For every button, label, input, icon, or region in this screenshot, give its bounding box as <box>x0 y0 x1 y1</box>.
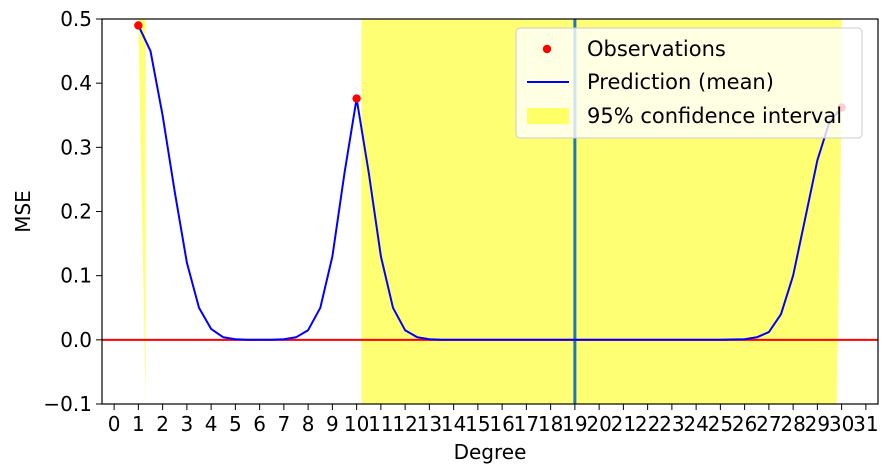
x-tick-label: 0 <box>108 412 121 436</box>
legend-label-observations: Observations <box>587 37 726 61</box>
y-tick-label: 0.2 <box>60 200 92 224</box>
y-axis-ticks: −0.1 0.0 0.1 0.2 0.3 0.4 0.5 <box>43 7 102 416</box>
x-tick-label: 1 <box>132 412 145 436</box>
x-tick-label: 2 <box>156 412 169 436</box>
x-tick-label: 11 <box>368 412 393 436</box>
x-tick-label: 29 <box>805 412 830 436</box>
x-tick-label: 20 <box>586 412 611 436</box>
legend-label-prediction: Prediction (mean) <box>587 70 774 94</box>
x-tick-label: 9 <box>326 412 339 436</box>
y-tick-label: 0.5 <box>60 7 92 31</box>
legend-label-confidence: 95% confidence interval <box>587 104 842 128</box>
x-tick-label: 27 <box>756 412 781 436</box>
observation-point <box>134 21 143 30</box>
prediction-mean-line <box>137 24 843 341</box>
x-tick-label: 17 <box>514 412 539 436</box>
x-tick-label: 21 <box>611 412 636 436</box>
x-tick-label: 18 <box>538 412 563 436</box>
x-tick-label: 13 <box>417 412 442 436</box>
x-tick-label: 26 <box>732 412 757 436</box>
x-tick-label: 19 <box>562 412 587 436</box>
x-tick-label: 6 <box>253 412 266 436</box>
x-tick-label: 14 <box>441 412 466 436</box>
x-tick-label: 24 <box>683 412 708 436</box>
y-tick-label: 0.1 <box>60 264 92 288</box>
x-tick-label: 23 <box>659 412 684 436</box>
y-tick-label: 0.3 <box>60 135 92 159</box>
x-axis-label: Degree <box>454 440 527 464</box>
y-tick-label: −0.1 <box>43 392 92 416</box>
prediction-lines <box>137 24 843 341</box>
y-tick-label: 0.4 <box>60 71 92 95</box>
x-tick-label: 31 <box>853 412 878 436</box>
x-tick-label: 8 <box>302 412 315 436</box>
observation-point <box>352 94 361 103</box>
x-tick-label: 30 <box>829 412 854 436</box>
x-tick-label: 4 <box>205 412 218 436</box>
x-tick-label: 5 <box>229 412 242 436</box>
x-tick-label: 3 <box>181 412 194 436</box>
x-tick-label: 16 <box>489 412 514 436</box>
confidence-band-segment <box>138 19 146 404</box>
x-tick-label: 25 <box>708 412 733 436</box>
x-tick-label: 12 <box>392 412 417 436</box>
x-axis-ticks: 0 1 2 3 4 5 6 7 8 9 101112131415161718192021222324… <box>108 404 879 436</box>
y-axis-label: MSE <box>11 190 35 233</box>
x-tick-label: 28 <box>780 412 805 436</box>
x-tick-label: 22 <box>635 412 660 436</box>
legend-box <box>515 27 863 139</box>
y-tick-label: 0.0 <box>60 328 92 352</box>
x-tick-label: 7 <box>278 412 291 436</box>
x-tick-label: 10 <box>344 412 369 436</box>
legend-confidence-swatch <box>527 108 569 124</box>
x-tick-label: 15 <box>465 412 490 436</box>
legend: Observations Prediction (mean) 95% confide… <box>515 27 863 139</box>
legend-observation-marker <box>542 44 552 54</box>
